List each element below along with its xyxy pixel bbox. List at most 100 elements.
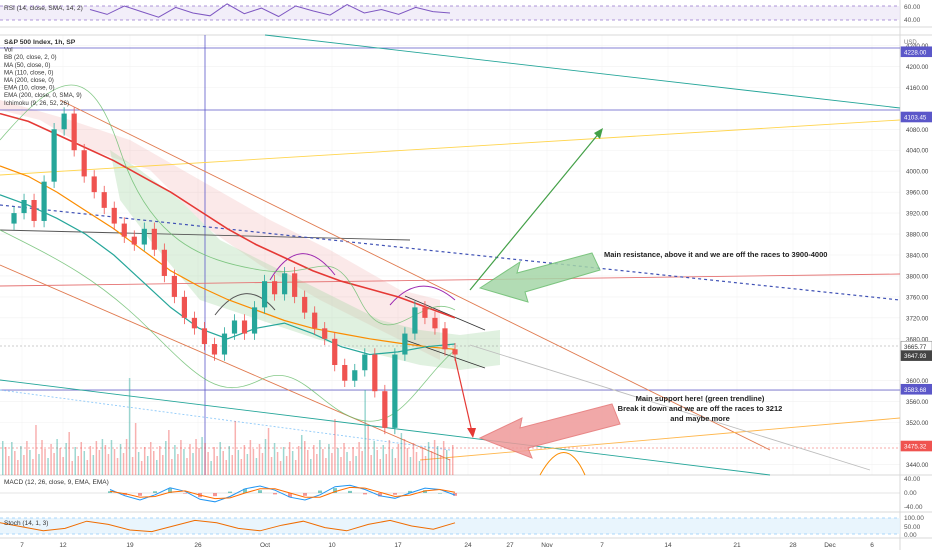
- volume-bar: [385, 454, 388, 475]
- volume-bar: [331, 453, 333, 475]
- volume-bar: [140, 461, 143, 475]
- candle-body: [61, 113, 67, 130]
- macd-hist-bar: [153, 491, 157, 493]
- volume-bar: [35, 425, 37, 475]
- time-tick-label: 17: [394, 542, 402, 549]
- volume-bar: [44, 449, 46, 475]
- volume-bar: [364, 390, 366, 475]
- arrow-green-up: [469, 131, 601, 291]
- volume-bar: [201, 437, 203, 475]
- volume-bar: [107, 454, 110, 475]
- volume-bar: [71, 461, 73, 475]
- price-tick-label: 4160.00: [906, 85, 929, 92]
- time-axis: 7 12 19 26 Oct 10 17 24 27 Nov 7 14 21 28 Dec 6: [20, 542, 874, 549]
- macd-hist-bar: [243, 488, 247, 493]
- price-tick-label: 4040.00: [906, 148, 929, 155]
- volume-bar: [445, 450, 448, 475]
- macd-signal-line: [109, 486, 456, 500]
- macd-hist-bar: [168, 488, 172, 493]
- macd-hist-bar: [348, 490, 352, 493]
- volume-bar: [433, 440, 436, 475]
- volume-bar: [168, 430, 170, 475]
- volume-bar: [294, 460, 297, 475]
- arrow-green-resistance: [478, 252, 601, 303]
- arrow-red-down-head: [467, 428, 476, 438]
- candle-body: [432, 317, 438, 329]
- volume-bar: [355, 456, 357, 475]
- volume-bar: [261, 453, 264, 475]
- time-tick-label: 14: [664, 542, 672, 549]
- price-tick-label: 3560.00: [906, 399, 929, 406]
- volume-bar: [448, 459, 451, 475]
- volume-bar: [276, 452, 279, 475]
- price-badge: 4103.45: [900, 111, 932, 123]
- price-badges: 4228.00 4103.45 3665.77 3647.93 3583.68 3475.…: [900, 46, 932, 452]
- volume-bar: [297, 446, 300, 475]
- price-badge: 3665.77: [900, 340, 932, 352]
- volume-bar: [373, 441, 375, 475]
- candle-body: [452, 349, 458, 355]
- ma-50-line: [0, 194, 456, 356]
- candle-body: [81, 150, 87, 177]
- volume-bar: [210, 461, 212, 475]
- volume-bar: [246, 454, 249, 475]
- volume-bar: [418, 461, 421, 475]
- macd-hist-bar: [258, 490, 262, 493]
- time-tick-label: 24: [464, 542, 472, 549]
- volume-bar: [403, 439, 406, 475]
- legend-entry: S&P 500 Index, 1h, SP: [4, 39, 76, 46]
- volume-bar: [430, 451, 433, 475]
- volume-bar: [146, 456, 149, 475]
- volume-bar: [397, 444, 400, 475]
- volume-bar: [243, 445, 246, 475]
- annotation-support-1: Main support here! (green trendline): [636, 394, 765, 403]
- price-badge: 3647.93: [900, 350, 932, 361]
- macd-hist-bar: [378, 493, 382, 497]
- volume-bar: [291, 451, 294, 475]
- bollinger-upper: [0, 84, 456, 326]
- volume-bar: [101, 439, 104, 475]
- candle-body: [71, 113, 77, 151]
- arc-purple-2: [389, 285, 456, 306]
- volume-bar: [388, 440, 391, 475]
- price-badge-label: 4228.00: [904, 49, 927, 56]
- volume-bar: [186, 458, 188, 475]
- macd-panel: MACD (12, 26, close, 9, EMA, EMA) 40.00 …: [0, 476, 923, 511]
- time-tick-label: 7: [600, 542, 604, 549]
- candle-body: [141, 228, 147, 245]
- volume-bar: [128, 378, 131, 475]
- price-tick-label: 3800.00: [906, 273, 929, 280]
- volume-bar: [439, 455, 442, 475]
- candle-body: [442, 328, 448, 350]
- volume-bar: [222, 451, 224, 475]
- volume-bar: [379, 459, 381, 475]
- ichimoku-cloud-red: [0, 100, 440, 360]
- volume-bar: [258, 444, 261, 475]
- volume-bar: [415, 452, 418, 475]
- macd-tick-0: 0.00: [904, 490, 917, 497]
- volume-bar: [367, 426, 369, 475]
- volume-bar: [267, 428, 270, 475]
- macd-hist-bar: [453, 493, 457, 496]
- candle-body: [302, 296, 308, 313]
- volume-bar: [38, 454, 40, 475]
- volume-bar: [412, 443, 415, 475]
- volume-bar: [400, 433, 403, 475]
- candle-body: [272, 281, 278, 295]
- candle-body: [11, 213, 17, 224]
- price-axis-unit: USD: [904, 40, 917, 46]
- volume-bar: [134, 423, 137, 475]
- stoch-panel: Stoch (14, 1, 3) 100.00 50.00 0.00: [0, 515, 924, 539]
- volume-bar: [352, 447, 354, 475]
- volume-bar: [80, 442, 83, 475]
- volume-bar: [328, 444, 330, 475]
- volume-bar: [424, 456, 427, 475]
- ma-110-line: [0, 165, 456, 350]
- volume-bar: [195, 439, 197, 475]
- volume-bar: [234, 421, 237, 475]
- price-tick-label: 3520.00: [906, 420, 929, 427]
- volume-bar: [125, 439, 128, 475]
- volume-bar: [89, 446, 92, 475]
- candle-body: [111, 207, 117, 224]
